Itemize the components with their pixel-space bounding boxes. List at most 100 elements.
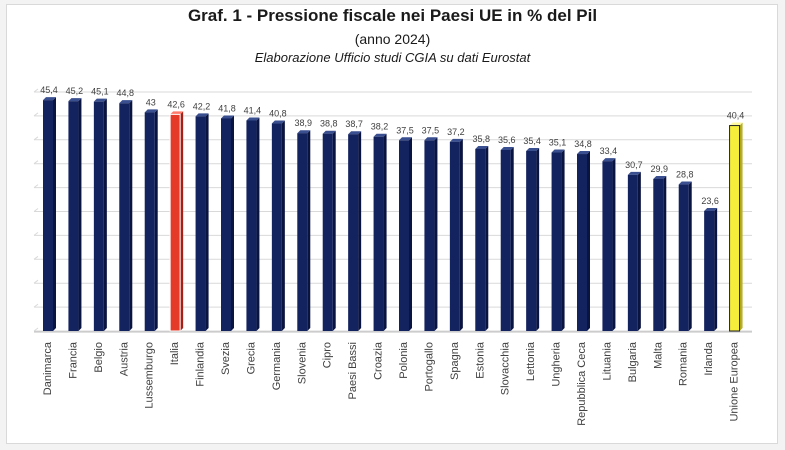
bar-top — [93, 98, 107, 102]
bar-side — [103, 98, 107, 331]
value-label: 29,9 — [651, 164, 669, 174]
category-label: Finlandia — [195, 341, 207, 387]
value-label: 23,6 — [701, 196, 719, 206]
bar-irlanda — [704, 210, 715, 331]
category-label: Slovacchia — [500, 341, 512, 395]
bar-top — [399, 137, 412, 141]
bar-danimarca — [43, 100, 53, 331]
category-label: Unione Europea — [729, 341, 741, 421]
bar-side — [231, 115, 234, 331]
bar-side — [688, 181, 692, 331]
value-label: 38,2 — [371, 122, 389, 132]
bar-side — [383, 133, 387, 331]
bar-side — [358, 131, 362, 331]
bar-slovacchia — [500, 149, 511, 331]
category-label: Svezia — [220, 341, 232, 375]
bar-top — [627, 171, 641, 175]
bar-side — [739, 122, 743, 331]
value-label: 43 — [146, 97, 156, 107]
bar-cipro — [322, 133, 333, 331]
category-label: Romania — [678, 341, 690, 386]
category-label: Lituania — [601, 341, 613, 380]
bar-ungheria — [551, 152, 562, 331]
gridline-depth — [33, 303, 39, 308]
bar-side — [561, 149, 565, 331]
bar-slovenia — [297, 133, 308, 331]
bar-unione-europea — [729, 125, 741, 332]
chart-subtitle: (anno 2024) — [354, 31, 431, 47]
bar-side — [256, 117, 260, 331]
value-label: 41,8 — [218, 103, 236, 113]
value-label: 42,2 — [193, 101, 211, 111]
category-label: Repubblica Ceca — [576, 341, 588, 426]
category-label: Francia — [67, 341, 79, 379]
bar-svezia — [221, 118, 231, 331]
value-label: 35,1 — [549, 138, 567, 148]
bar-top — [297, 130, 311, 134]
value-label: 28,8 — [676, 170, 694, 180]
bar-side — [281, 120, 285, 332]
bar-side — [205, 113, 209, 331]
bar-grecia — [246, 120, 257, 331]
category-label: Belgio — [93, 342, 105, 373]
bar-top — [577, 151, 590, 155]
value-label: 42,6 — [167, 99, 185, 109]
value-label: 35,6 — [498, 135, 516, 145]
bar-belgio — [93, 101, 104, 331]
bar-top — [729, 122, 743, 126]
bar-top — [43, 97, 56, 101]
bar-top — [119, 100, 133, 104]
bar-side — [129, 100, 133, 332]
bar-top — [221, 115, 234, 119]
value-label: 33,4 — [600, 146, 618, 156]
value-label: 44,8 — [117, 88, 135, 98]
value-label: 35,8 — [473, 134, 491, 144]
value-label: 30,7 — [625, 160, 643, 170]
value-label: 37,2 — [447, 127, 465, 137]
category-label: Italia — [169, 341, 181, 365]
value-label: 41,4 — [244, 105, 262, 115]
bar-finlandia — [195, 116, 206, 331]
bar-side — [332, 130, 336, 331]
category-label: Germania — [271, 341, 283, 390]
value-label: 38,9 — [295, 118, 313, 128]
category-label: Lettonia — [525, 341, 537, 381]
bar-malta — [653, 178, 664, 331]
bar-germania — [271, 123, 282, 332]
category-label: Austria — [118, 341, 130, 376]
bar-polonia — [399, 140, 409, 331]
value-label: 45,4 — [40, 85, 58, 95]
category-label: Estonia — [474, 341, 486, 379]
bar-top — [704, 207, 718, 211]
bar-top — [526, 147, 540, 151]
bar-side — [510, 146, 514, 331]
bar-top — [449, 138, 463, 142]
bar-estonia — [475, 148, 486, 331]
bar-top — [653, 175, 667, 179]
category-label: Irlanda — [703, 341, 715, 376]
bar-francia — [68, 101, 79, 331]
bar-top — [68, 98, 82, 102]
bar-portogallo — [424, 140, 435, 331]
bar-side — [536, 147, 540, 331]
value-label: 37,5 — [396, 125, 414, 135]
bar-croazia — [373, 136, 384, 331]
gridline-depth — [33, 327, 39, 332]
bar-top — [551, 149, 565, 153]
bar-top — [271, 120, 285, 124]
bar-lituania — [602, 161, 613, 331]
bar-side — [434, 137, 438, 331]
value-label: 45,2 — [66, 86, 84, 96]
bar-lussemburgo — [144, 112, 155, 331]
bar-top — [373, 133, 387, 137]
category-label: Bulgaria — [627, 341, 639, 382]
value-label: 38,7 — [345, 119, 363, 129]
value-label: 38,8 — [320, 119, 338, 129]
category-label: Ungheria — [551, 341, 563, 387]
category-label: Cipro — [322, 342, 334, 368]
category-label: Polonia — [398, 341, 410, 379]
chart-frame — [6, 4, 778, 444]
gridline-depth — [33, 255, 39, 260]
gridline-depth — [33, 208, 39, 212]
gridline-depth — [33, 112, 39, 117]
